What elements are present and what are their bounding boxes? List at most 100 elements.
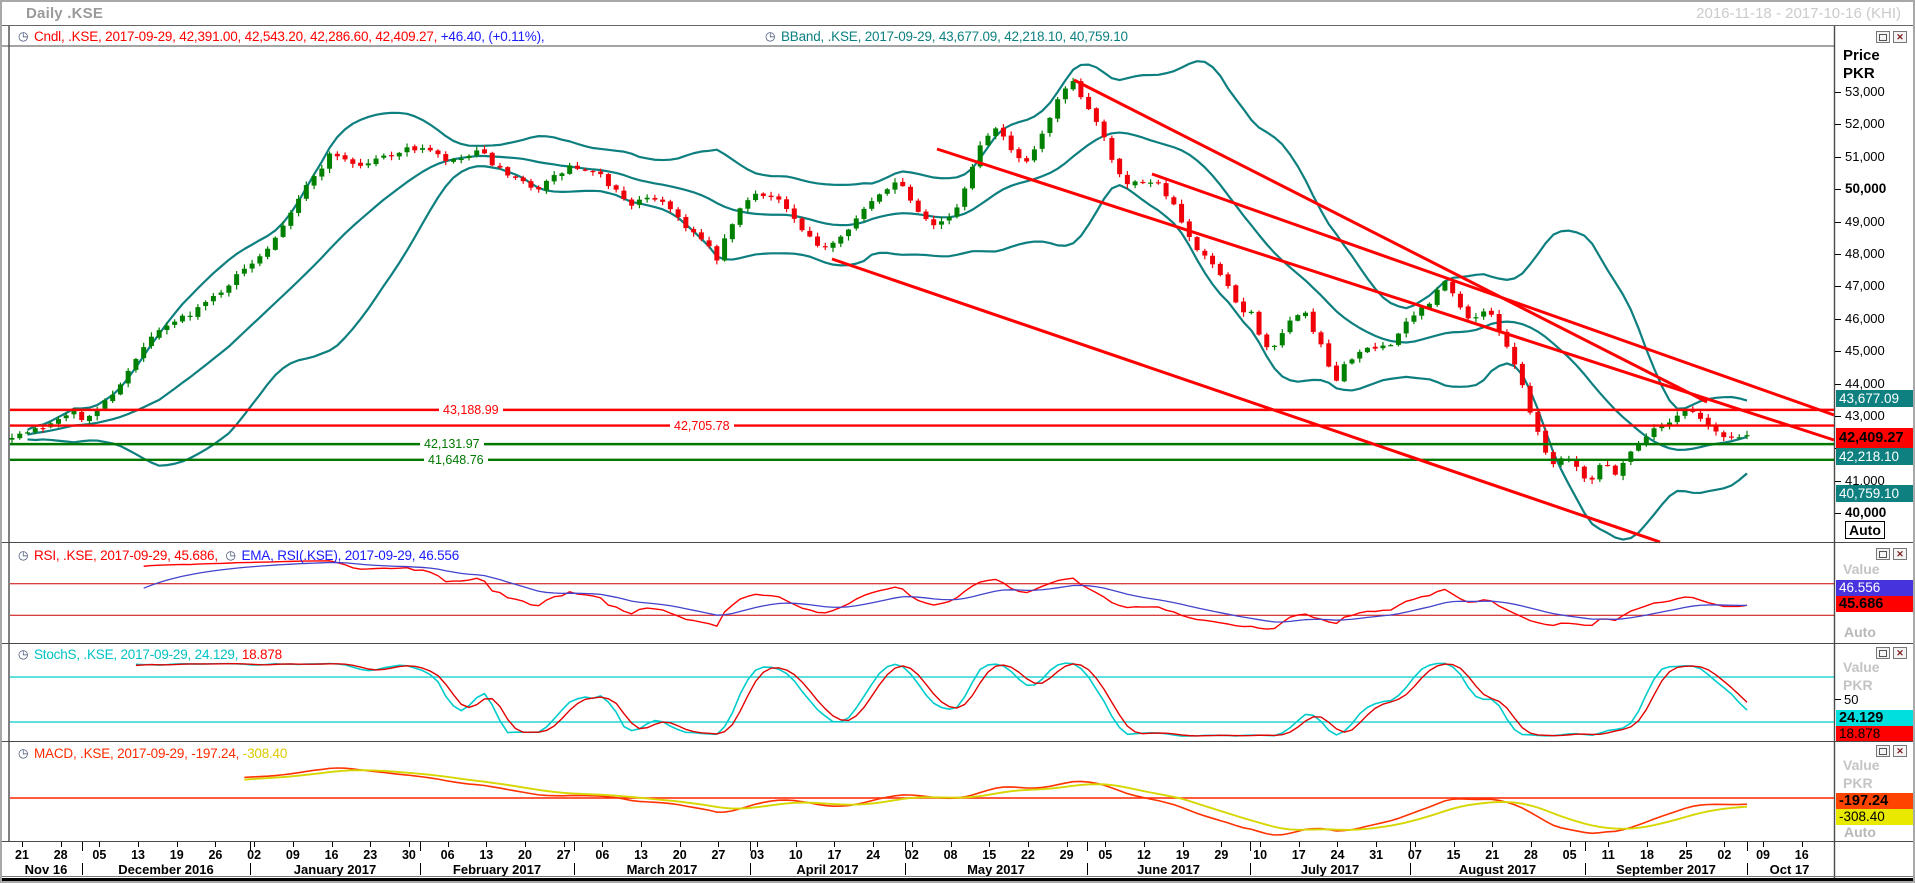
x-axis-tick-mark [718, 842, 720, 847]
x-axis-tick-mark [873, 842, 875, 847]
minimize-icon[interactable] [1876, 745, 1890, 757]
x-axis-tick-mark [950, 842, 952, 847]
x-axis-day-tick: 27 [556, 848, 571, 862]
clock-icon[interactable]: ◷ [765, 29, 776, 43]
close-icon[interactable]: ✕ [1893, 548, 1907, 560]
x-axis-day-tick: 13 [131, 848, 146, 862]
x-axis-month-label: Nov 16 [24, 862, 68, 877]
x-axis-tick-mark [215, 842, 217, 847]
pane-separator[interactable] [2, 643, 1913, 644]
x-axis-tick-mark [1414, 842, 1416, 847]
month-separator [420, 863, 421, 875]
x-axis-day-tick: 17 [827, 848, 842, 862]
clock-icon[interactable]: ◷ [18, 29, 29, 43]
x-axis-tick-mark [1569, 842, 1571, 847]
x-axis-tick-mark [1410, 842, 1411, 851]
x-axis-day-tick: 20 [672, 848, 687, 862]
x-axis-day-tick: 16 [324, 848, 339, 862]
axis-tick-mark [1835, 254, 1841, 255]
price-axis-title: Price [1843, 47, 1880, 64]
price-value-box: 42,218.10 [1836, 448, 1913, 465]
window-titlebar[interactable]: Daily .KSE 2016-11-18 - 2017-10-16 (KHI) [2, 2, 1913, 26]
minimize-icon[interactable] [1876, 31, 1890, 43]
rsi-auto-button[interactable]: Auto [1844, 624, 1876, 640]
price-auto-button[interactable]: Auto [1845, 521, 1885, 539]
x-axis-tick-mark [524, 842, 526, 847]
x-axis-tick-mark [1801, 842, 1803, 847]
legend-rsi-ema-text[interactable]: EMA, RSI(.KSE), 2017-09-29, 46.556 [241, 548, 460, 563]
legend-rsi-text[interactable]: RSI, .KSE, 2017-09-29, 45.686, [34, 548, 218, 563]
legend-change-text: +46.40, (+0.11%), [440, 29, 545, 44]
x-axis-day-tick: 05 [1562, 848, 1577, 862]
x-axis-day-tick: 15 [1446, 848, 1461, 862]
pane-separator[interactable] [2, 741, 1913, 742]
price-axis-tick: 44,000 [1845, 375, 1885, 391]
stoch-value-header: Value [1843, 659, 1880, 675]
legend-macd-text[interactable]: MACD, .KSE, 2017-09-29, -197.24, [34, 746, 240, 761]
x-axis-tick-mark [1027, 842, 1029, 847]
x-axis-day-tick: 23 [363, 848, 378, 862]
price-axis-tick: 48,000 [1845, 246, 1885, 261]
month-separator [1747, 863, 1748, 875]
x-axis-day-tick: 10 [788, 848, 803, 862]
x-axis-tick-mark [679, 842, 681, 847]
price-axis-tick: 51,000 [1845, 148, 1885, 164]
x-axis-month-label: April 2017 [796, 862, 859, 877]
macd-value-box: -308.40 [1836, 809, 1913, 825]
bband-legend: ◷ BBand, .KSE, 2017-09-29, 43,677.09, 42,… [765, 29, 1128, 44]
x-axis-day-tick: 08 [943, 848, 958, 862]
month-separator [1250, 863, 1251, 875]
legend-candle-text[interactable]: Cndl, .KSE, 2017-09-29, 42,391.00, 42,54… [34, 29, 438, 44]
stoch-mid-tick: 50 [1844, 692, 1859, 707]
x-axis-day-tick: 11 [1601, 848, 1615, 862]
x-axis-day-tick: 02 [1717, 848, 1732, 862]
x-axis-day-tick: 29 [1059, 848, 1074, 862]
close-icon[interactable]: ✕ [1893, 647, 1907, 659]
rsi-value-header: Value [1843, 561, 1880, 577]
pane-separator[interactable] [2, 542, 1913, 543]
clock-icon[interactable]: ◷ [18, 548, 29, 562]
x-axis-day-tick: 21 [15, 848, 29, 862]
x-axis-tick-mark [1144, 842, 1145, 847]
x-axis-tick-mark [292, 842, 294, 847]
month-separator [1087, 863, 1088, 875]
x-axis-tick-mark [1066, 842, 1068, 847]
x-axis-month-label: May 2017 [967, 862, 1025, 877]
x-axis-day-tick: 18 [1640, 848, 1654, 862]
axis-tick-mark [1835, 416, 1841, 417]
clock-icon[interactable]: ◷ [18, 746, 29, 760]
minimize-icon[interactable] [1876, 647, 1890, 659]
axis-bottom-line [2, 876, 1913, 877]
legend-stoch-text[interactable]: StochS, .KSE, 2017-09-29, 24.129, [34, 647, 239, 662]
x-axis-day-tick: 13 [634, 848, 648, 862]
axis-tick-mark [1835, 92, 1841, 93]
price-value-box: 42,409.27 [1836, 428, 1913, 448]
close-icon[interactable]: ✕ [1893, 31, 1907, 43]
x-axis-tick-mark [331, 842, 333, 847]
x-axis-tick-mark [1492, 842, 1494, 847]
x-axis-tick-mark [1298, 842, 1300, 847]
x-axis-tick-mark [757, 842, 759, 847]
x-axis-tick-mark [1724, 842, 1726, 847]
minimize-icon[interactable] [1876, 548, 1890, 560]
price-axis-tick: 46,000 [1845, 310, 1885, 326]
x-axis-tick-mark [447, 842, 449, 847]
x-axis-day-tick: 10 [1253, 848, 1268, 862]
x-axis-tick-mark [1585, 842, 1586, 851]
close-icon[interactable]: ✕ [1893, 745, 1907, 757]
x-axis-day-tick: 29 [1214, 848, 1229, 862]
x-axis-tick-mark [911, 842, 913, 847]
legend-bband-text[interactable]: BBand, .KSE, 2017-09-29, 43,677.09, 42,2… [781, 29, 1128, 44]
hline-label: 41,648.76 [424, 452, 488, 467]
month-separator [250, 863, 251, 875]
x-axis-month-label: June 2017 [1137, 862, 1200, 877]
clock-icon[interactable]: ◷ [225, 548, 236, 562]
x-axis-day-tick: 21 [1485, 848, 1500, 862]
clock-icon[interactable]: ◷ [18, 647, 29, 661]
x-axis-month-label: January 2017 [293, 862, 377, 877]
macd-auto-button[interactable]: Auto [1844, 824, 1876, 840]
x-axis-month-label: August 2017 [1458, 862, 1537, 877]
x-axis-tick-mark [22, 842, 23, 847]
x-axis-day-tick: 28 [1523, 848, 1538, 862]
month-separator [905, 863, 906, 875]
